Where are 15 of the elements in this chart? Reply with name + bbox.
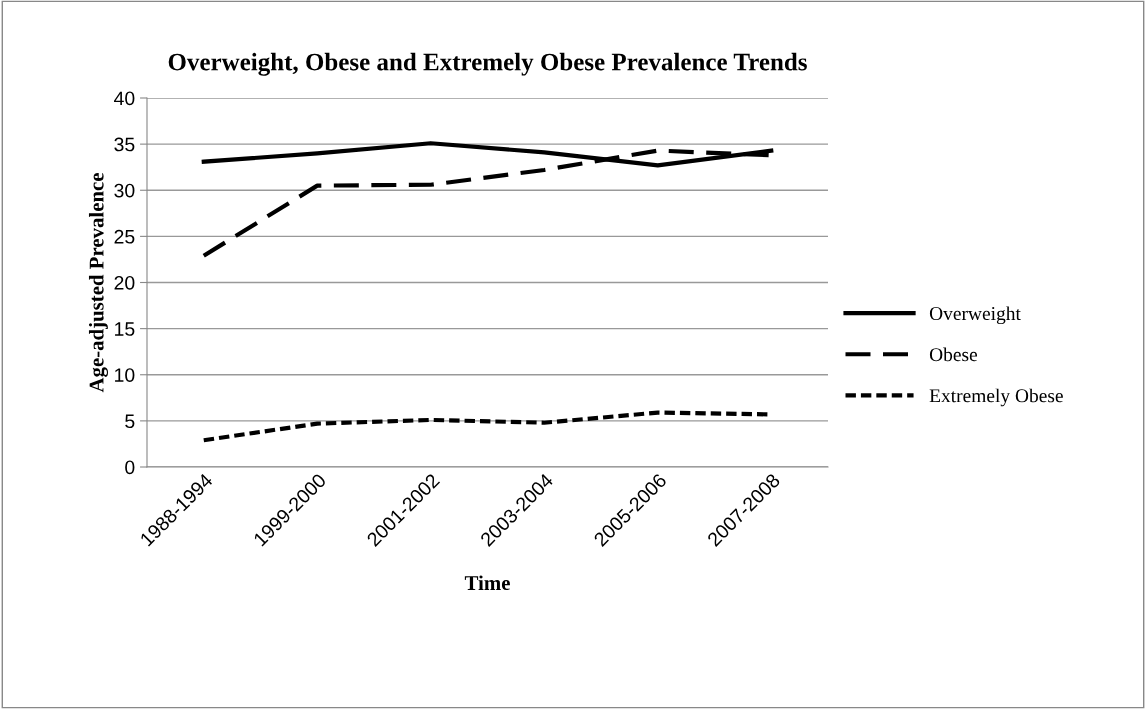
legend-label: Overweight: [929, 306, 1021, 325]
y-tick-label: 0: [125, 460, 135, 475]
y-tick-label: 25: [114, 229, 135, 244]
y-tick-label: 35: [114, 137, 135, 152]
y-tick-label: 30: [114, 183, 135, 198]
y-tick-label: 15: [115, 322, 135, 336]
legend-label: Extremely Obese: [929, 388, 1063, 407]
y-tick-label: 5: [125, 414, 135, 429]
y-tick-label: 20: [114, 275, 135, 290]
chart-title: Overweight, Obese and Extremely Obese Prevalence Trends: [168, 52, 807, 76]
y-axis-title: Age-adjusted Prevalence: [88, 173, 109, 393]
legend-label: Obese: [929, 347, 978, 362]
x-axis-title: Time: [464, 575, 510, 591]
y-tick-label: 40: [114, 91, 135, 106]
y-tick-label: 10: [115, 368, 135, 382]
